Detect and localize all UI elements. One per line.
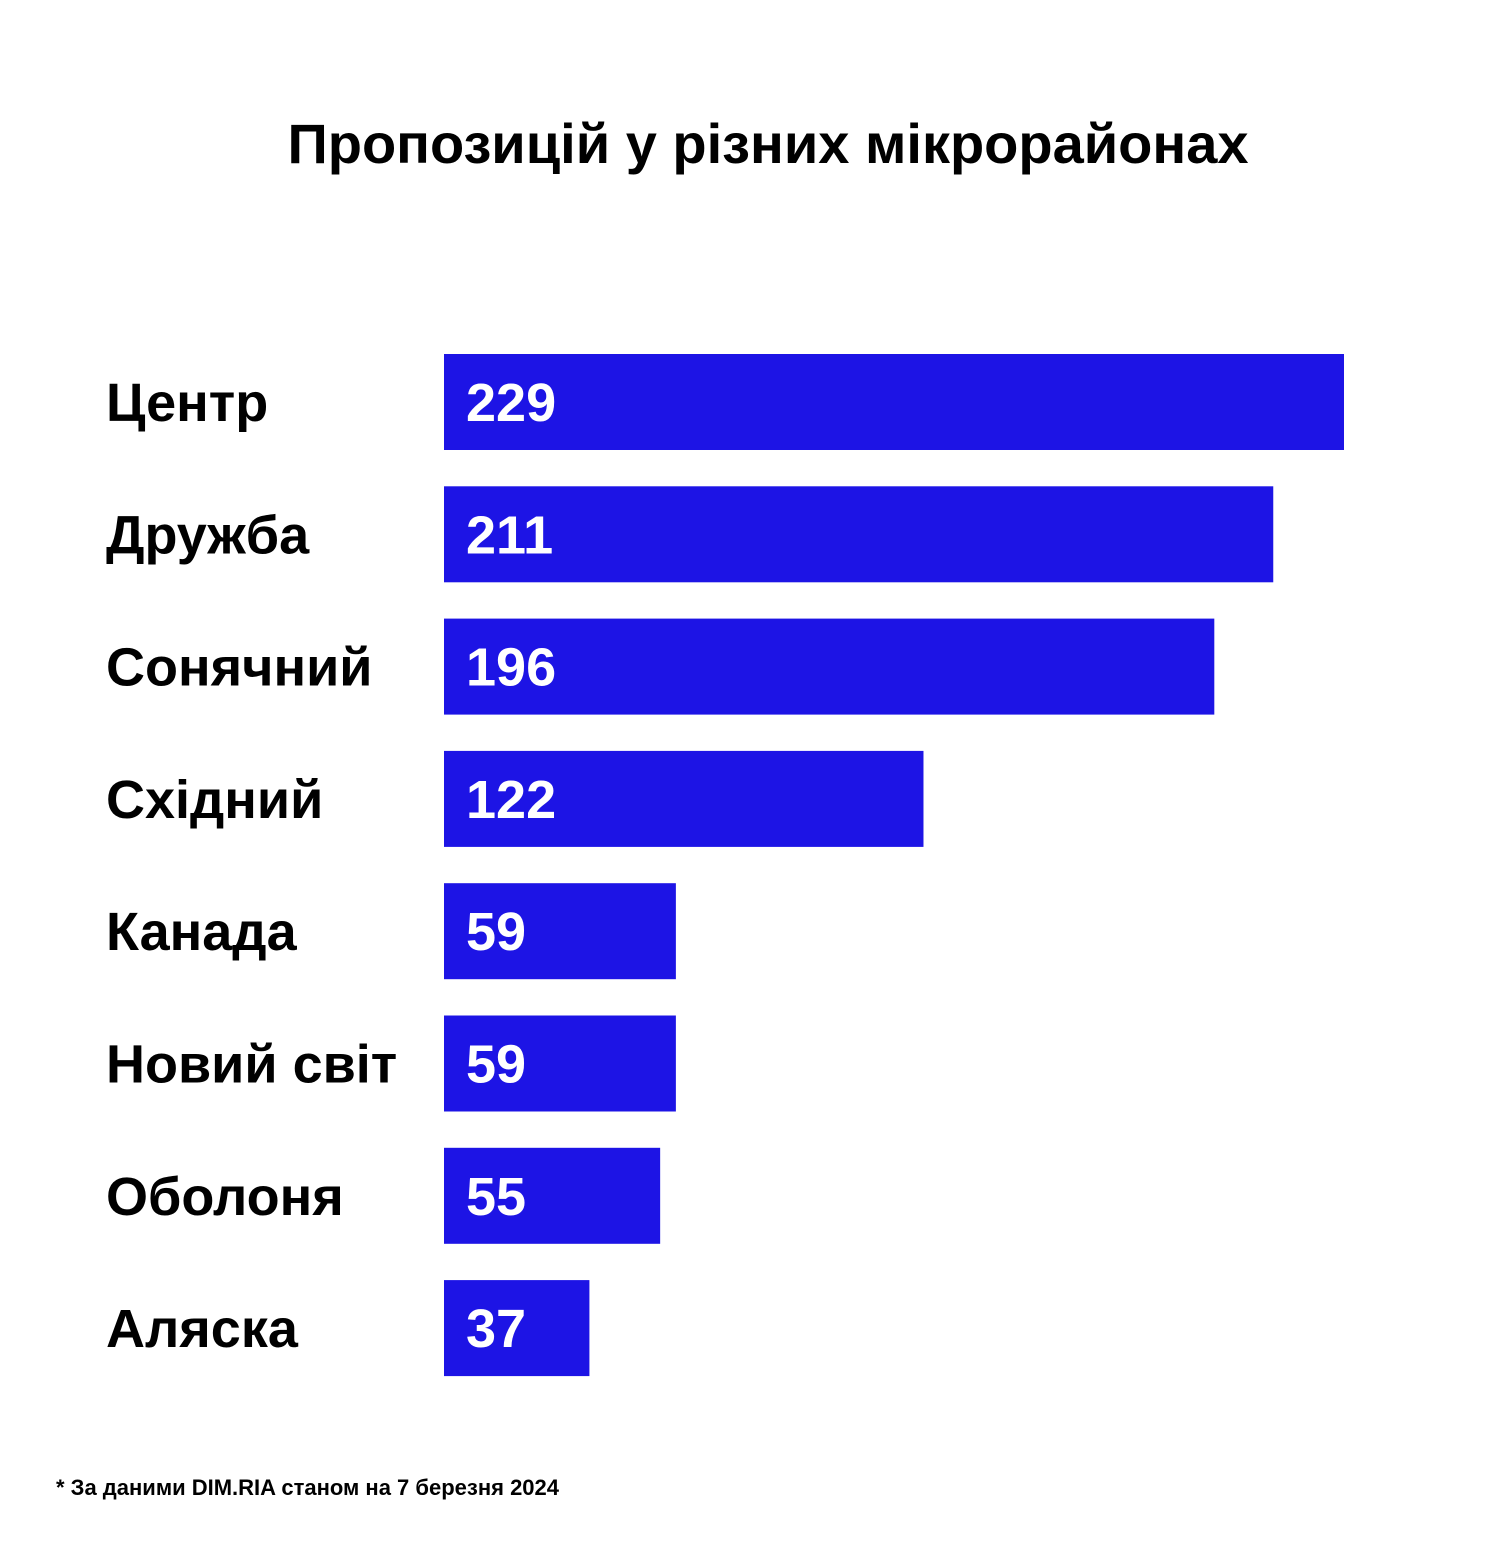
source-footnote: * За даними DIM.RIA станом на 7 березня … <box>56 1475 560 1500</box>
bar-row: Аляска 37 <box>106 1280 590 1377</box>
value-label: 196 <box>466 638 556 698</box>
chart-title: Пропозицій у різних мікрорайонах <box>287 112 1249 175</box>
bar-row: Східний 122 <box>106 750 924 847</box>
bar <box>444 618 1215 715</box>
value-label: 55 <box>466 1167 526 1227</box>
value-label: 37 <box>466 1299 526 1359</box>
value-label: 211 <box>466 505 553 565</box>
bar <box>444 1015 676 1112</box>
category-label: Сонячний <box>106 638 372 698</box>
bar-row: Канада 59 <box>106 883 676 980</box>
bar-row: Новий світ 59 <box>106 1015 676 1112</box>
bar <box>444 354 1344 450</box>
bars-layer: Центр 229 Дружба 211 Сонячний 196 Східний 122 Ка… <box>106 354 1344 1377</box>
bar-row: Центр 229 <box>106 354 1344 450</box>
value-label: 59 <box>466 902 526 962</box>
bar-row: Сонячний 196 <box>106 618 1215 715</box>
value-label: 122 <box>466 770 556 830</box>
category-label: Східний <box>106 770 323 830</box>
category-label: Центр <box>106 373 268 433</box>
category-label: Оболоня <box>106 1167 344 1227</box>
category-label: Дружба <box>106 505 310 565</box>
bar-row: Оболоня 55 <box>106 1147 661 1244</box>
category-label: Канада <box>106 902 298 962</box>
bar <box>444 883 676 980</box>
bar <box>444 750 924 847</box>
bar <box>444 1280 590 1377</box>
category-label: Аляска <box>106 1299 299 1359</box>
value-label: 229 <box>466 373 556 433</box>
bar-row: Дружба 211 <box>106 486 1274 583</box>
value-label: 59 <box>466 1035 526 1095</box>
category-label: Новий світ <box>106 1035 397 1095</box>
bar <box>444 486 1274 583</box>
bar <box>444 1147 661 1244</box>
